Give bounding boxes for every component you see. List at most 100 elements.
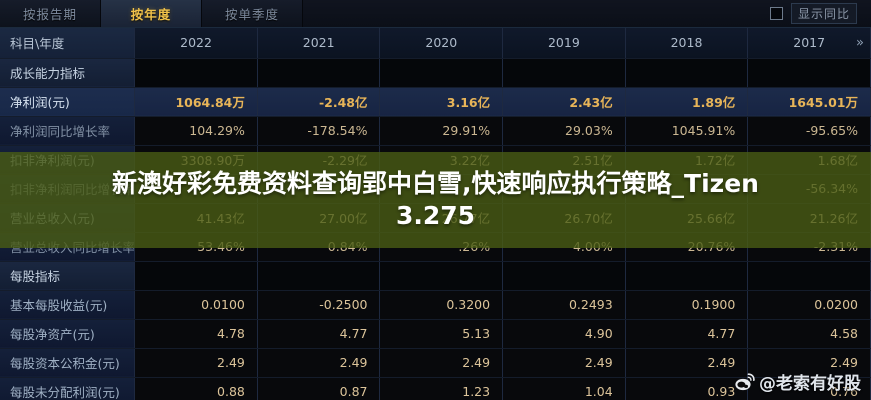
- cell-value: [502, 58, 626, 88]
- header-subject-year: 科目\年度: [0, 28, 136, 59]
- cell-value: 2.43亿: [502, 87, 626, 117]
- header-year-label: 2017: [793, 35, 826, 51]
- show-yoy-control: 显示同比: [769, 0, 871, 27]
- cell-value: 4.58: [747, 319, 871, 349]
- cell-value: [625, 261, 749, 291]
- cell-value: 3.22亿: [379, 145, 504, 175]
- financial-data-table: 科目\年度 2022 2021 2020 2019 2018 2017 » 成长…: [0, 28, 871, 400]
- cell-value: 2.51亿: [502, 145, 626, 175]
- tab-by-report-period[interactable]: 按报告期: [0, 0, 101, 27]
- cell-value: 1.68亿: [747, 145, 871, 175]
- cell-value: 0.76: [747, 377, 871, 400]
- row-label: 每股资本公积金(元): [0, 348, 136, 378]
- cell-value: [747, 58, 871, 88]
- cell-value: 2.49: [379, 348, 504, 378]
- row-label: 每股净资产(元): [0, 319, 136, 349]
- cell-value: 1645.01万: [747, 87, 871, 117]
- table-row[interactable]: 每股资本公积金(元) 2.49 2.49 2.49 2.49 2.49 2.49: [0, 348, 871, 378]
- tab-bar: 按报告期 按年度 按单季度 显示同比: [0, 0, 871, 28]
- cell-value: 2.49: [257, 348, 381, 378]
- cell-value: 0.0200: [747, 290, 871, 320]
- cell-value: 41.43亿: [134, 203, 258, 233]
- row-label: 净利润(元): [0, 87, 136, 117]
- table-body: 成长能力指标 净利润(元) 1064.84万 -2.48亿 3.16亿 2.43亿 1.89…: [0, 58, 871, 400]
- header-year-2[interactable]: 2020: [379, 28, 504, 59]
- cell-value: 0.88: [134, 377, 258, 400]
- cell-value: 1064.84万: [134, 87, 258, 117]
- header-year-4[interactable]: 2018: [625, 28, 749, 59]
- cell-value: 3.16亿: [379, 87, 504, 117]
- cell-value: 3308.90万: [134, 145, 258, 175]
- table-row[interactable]: 净利润同比增长率 104.29% -178.54% 29.91% 29.03% 1045.…: [0, 116, 871, 146]
- cell-value: 26.77亿: [379, 203, 504, 233]
- cell-value: 0.3200: [379, 290, 504, 320]
- header-year-5[interactable]: 2017 »: [747, 28, 871, 59]
- cell-value: 27.00亿: [257, 203, 381, 233]
- header-year-0[interactable]: 2022: [134, 28, 258, 59]
- cell-value: [257, 174, 381, 204]
- weibo-icon: [735, 372, 755, 391]
- cell-value: 4.78: [134, 319, 258, 349]
- cell-value: 20.76%: [625, 232, 749, 262]
- row-label: 营业总收入(元): [0, 203, 136, 233]
- table-row[interactable]: 扣非净利润(元) 3308.90万 -2.29亿 3.22亿 2.51亿 1.72亿 1.6…: [0, 145, 871, 175]
- cell-value: 4.00%: [502, 232, 626, 262]
- table-row[interactable]: 净利润(元) 1064.84万 -2.48亿 3.16亿 2.43亿 1.89亿 1645.…: [0, 87, 871, 117]
- table-row[interactable]: 营业总收入(元) 41.43亿 27.00亿 26.77亿 26.70亿 25.66亿 21…: [0, 203, 871, 233]
- cell-value: 21.26亿: [747, 203, 871, 233]
- cell-value: [257, 261, 381, 291]
- cell-value: 0.0100: [134, 290, 258, 320]
- table-row[interactable]: 营业总收入同比增长率 53.46% 0.84% .26% 4.00% 20.76% -2.3…: [0, 232, 871, 262]
- table-header-row: 科目\年度 2022 2021 2020 2019 2018 2017 »: [0, 28, 871, 59]
- table-row[interactable]: 基本每股收益(元) 0.0100 -0.2500 0.3200 0.2493 0.1900…: [0, 290, 871, 320]
- header-year-1[interactable]: 2021: [257, 28, 381, 59]
- tab-by-year[interactable]: 按年度: [101, 0, 202, 27]
- cell-value: [502, 261, 626, 291]
- next-page-chevron-icon[interactable]: »: [856, 35, 864, 51]
- cell-value: [379, 174, 504, 204]
- cell-value: -95.65%: [747, 116, 871, 146]
- cell-value: 29.03%: [502, 116, 626, 146]
- weibo-watermark: @老索有好股: [735, 369, 861, 394]
- row-label: 每股未分配利润(元): [0, 377, 136, 400]
- table-row[interactable]: 扣非净利润同比增长率 -56.34%: [0, 174, 871, 204]
- cell-value: [379, 58, 504, 88]
- cell-value: 29.91%: [379, 116, 504, 146]
- cell-value: [747, 261, 871, 291]
- tab-label: 按报告期: [22, 7, 77, 22]
- weibo-handle: @老索有好股: [759, 374, 861, 394]
- cell-value: -178.54%: [257, 116, 381, 146]
- cell-value: -2.31%: [747, 232, 871, 262]
- cell-value: 26.70亿: [502, 203, 626, 233]
- row-label: 扣非净利润同比增长率: [0, 174, 136, 204]
- header-year-3[interactable]: 2019: [502, 28, 626, 59]
- cell-value: -56.34%: [747, 174, 871, 204]
- table-row[interactable]: 每股净资产(元) 4.78 4.77 5.13 4.90 4.77 4.58: [0, 319, 871, 349]
- show-yoy-label[interactable]: 显示同比: [790, 3, 857, 24]
- tab-by-single-quarter[interactable]: 按单季度: [202, 0, 303, 27]
- cell-value: [625, 174, 749, 204]
- row-label: 扣非净利润(元): [0, 145, 136, 175]
- cell-value: [134, 174, 258, 204]
- cell-value: -2.29亿: [257, 145, 381, 175]
- row-label: 净利润同比增长率: [0, 116, 136, 146]
- show-yoy-checkbox[interactable]: [769, 7, 783, 20]
- cell-value: 0.1900: [625, 290, 749, 320]
- table-row: 成长能力指标: [0, 58, 871, 88]
- row-label: 基本每股收益(元): [0, 290, 136, 320]
- cell-value: 2.49: [134, 348, 258, 378]
- cell-value: 1045.91%: [625, 116, 749, 146]
- cell-value: 2.49: [502, 348, 626, 378]
- tab-label: 按年度: [130, 7, 172, 22]
- cell-value: 2.49: [747, 348, 871, 378]
- cell-value: [379, 261, 504, 291]
- table-row[interactable]: 每股未分配利润(元) 0.88 0.87 1.23 1.04 0.93 0.76: [0, 377, 871, 400]
- cell-value: -0.2500: [257, 290, 381, 320]
- cell-value: [134, 261, 258, 291]
- cell-value: [625, 58, 749, 88]
- cell-value: 4.77: [257, 319, 381, 349]
- cell-value: 1.89亿: [625, 87, 749, 117]
- cell-value: 0.84%: [257, 232, 381, 262]
- cell-value: 5.13: [379, 319, 504, 349]
